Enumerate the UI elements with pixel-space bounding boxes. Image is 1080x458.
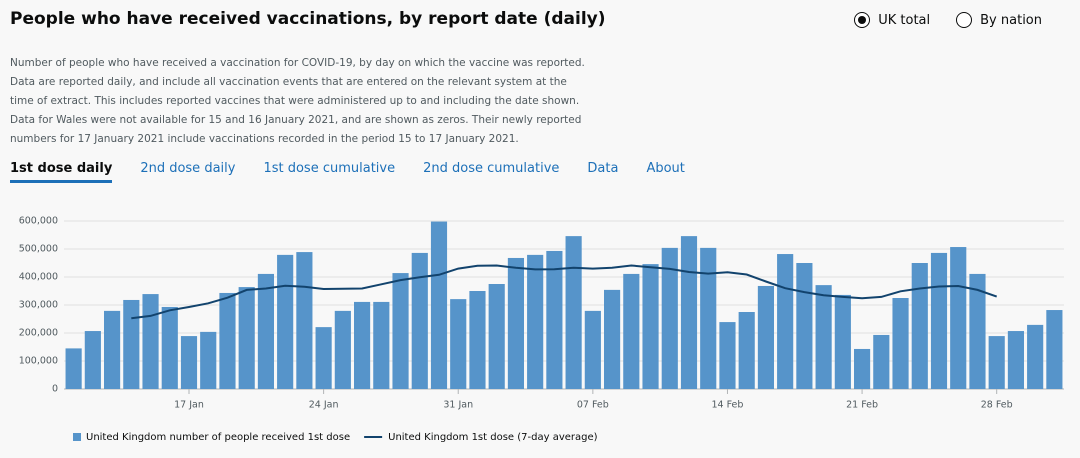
bar	[1007, 331, 1024, 389]
x-tick-label: 17 Jan	[174, 400, 204, 411]
description-line: Data are reported daily, and include all…	[10, 76, 567, 88]
bar	[392, 273, 409, 389]
bar	[988, 336, 1005, 389]
bar	[930, 252, 948, 389]
bar	[469, 291, 486, 389]
bar	[873, 334, 890, 389]
bar	[123, 299, 140, 389]
y-tick-label: 500,000	[19, 244, 58, 255]
tabs: 1st dose daily 2nd dose daily 1st dose cum…	[10, 161, 685, 183]
bar	[777, 254, 794, 389]
bar	[315, 327, 332, 389]
bar	[450, 299, 467, 389]
bar	[642, 264, 659, 389]
tab[interactable]: 1st dose cumulative	[263, 161, 396, 176]
tab[interactable]: 1st dose daily	[10, 161, 113, 183]
description-line: time of extract. This includes reported …	[10, 95, 580, 107]
bar	[661, 247, 678, 389]
bar	[546, 250, 563, 389]
bar	[411, 252, 428, 389]
description-line: numbers for 17 January 2021 include vacc…	[10, 133, 519, 145]
x-tick-label: 24 Jan	[309, 400, 339, 411]
bar	[507, 257, 524, 389]
bar	[65, 348, 82, 389]
radio-option[interactable]: By nation	[956, 12, 1042, 28]
bar	[527, 254, 544, 389]
bar	[969, 273, 986, 389]
bar	[488, 284, 505, 389]
tab[interactable]: About	[646, 161, 685, 176]
bar	[354, 301, 371, 389]
bar	[834, 294, 851, 389]
bar	[334, 310, 351, 389]
x-tick-label: 31 Jan	[443, 400, 473, 411]
bar	[257, 273, 274, 389]
average-line	[131, 264, 998, 320]
x-tick-label: 28 Feb	[981, 400, 1013, 411]
bar	[161, 306, 178, 389]
tab[interactable]: Data	[587, 161, 619, 176]
bar	[430, 221, 448, 389]
bar	[1046, 310, 1063, 389]
bar	[104, 310, 121, 389]
bar	[84, 331, 101, 389]
bar	[373, 301, 390, 389]
radio-dot	[956, 12, 973, 28]
radio-label: UK total	[878, 12, 931, 28]
description: Number of people who have received a vac…	[10, 54, 585, 149]
bar	[142, 294, 159, 389]
y-tick-label: 600,000	[19, 216, 58, 227]
bar	[892, 298, 909, 389]
legend-label: United Kingdom 1st dose (7-day average)	[388, 432, 598, 443]
bar	[680, 236, 698, 389]
bar	[911, 263, 928, 389]
bar	[584, 310, 601, 389]
tab[interactable]: 2nd dose daily	[140, 161, 236, 176]
x-tick-label: 21 Feb	[846, 400, 878, 411]
radio-group: UK total By nation	[854, 12, 1042, 28]
radio-dot	[854, 12, 871, 28]
bar	[700, 247, 717, 389]
description-line: Data for Wales were not available for 15…	[10, 114, 582, 126]
y-tick-label: 200,000	[19, 328, 58, 339]
legend-swatch	[73, 433, 81, 441]
radio-label: By nation	[980, 12, 1042, 28]
y-tick-label: 400,000	[19, 272, 58, 283]
bar	[1027, 324, 1044, 389]
radio-option[interactable]: UK total	[854, 12, 930, 28]
bar	[200, 331, 217, 389]
bar	[796, 263, 813, 389]
bar	[219, 292, 236, 389]
bar	[854, 348, 871, 389]
bar	[277, 254, 294, 389]
x-tick-label: 14 Feb	[711, 400, 743, 411]
bar	[623, 273, 640, 389]
bar	[296, 252, 313, 389]
bar	[738, 312, 755, 389]
description-line: Number of people who have received a vac…	[10, 57, 585, 69]
bar	[565, 236, 582, 389]
tab[interactable]: 2nd dose cumulative	[423, 161, 560, 176]
bar	[950, 247, 967, 389]
y-tick-label: 100,000	[19, 356, 58, 367]
bar	[815, 285, 832, 389]
legend-label: United Kingdom number of people received…	[86, 432, 350, 443]
bar	[757, 285, 774, 389]
bar	[238, 287, 255, 389]
title: People who have received vaccinations, b…	[10, 9, 606, 29]
bar	[604, 289, 621, 389]
chart: 0 100,000 200,000 300,000 400,000 500,000 600,…	[19, 216, 1064, 443]
x-tick-label: 07 Feb	[577, 400, 609, 411]
y-tick-label: 0	[52, 384, 58, 395]
bar	[180, 336, 198, 389]
bar	[719, 322, 736, 389]
y-tick-label: 300,000	[19, 300, 58, 311]
